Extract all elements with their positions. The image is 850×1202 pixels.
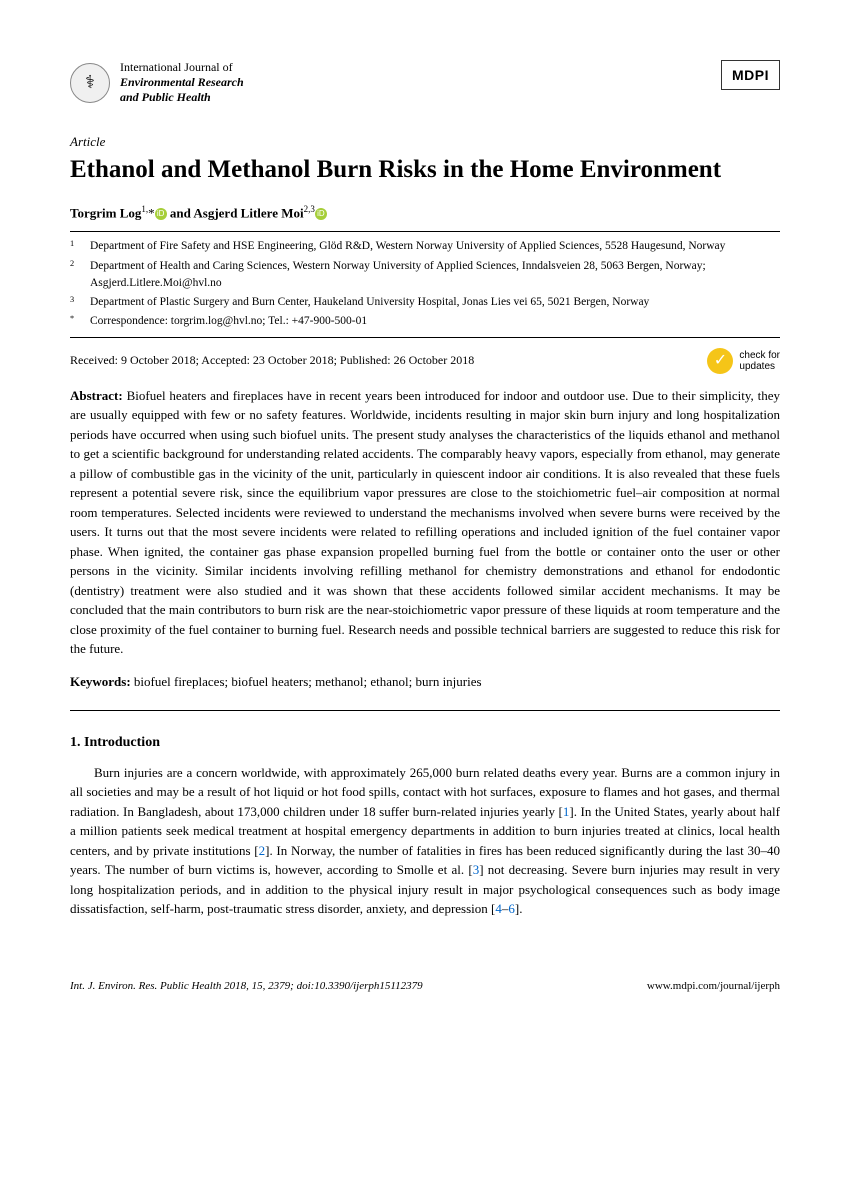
publisher-badge: MDPI bbox=[721, 60, 780, 90]
affiliation-text: Department of Health and Caring Sciences… bbox=[90, 258, 780, 293]
check-for-updates-badge[interactable]: ✓ check for updates bbox=[707, 348, 780, 374]
affiliation-text: Department of Fire Safety and HSE Engine… bbox=[90, 238, 780, 255]
abstract-block: Abstract: Biofuel heaters and fireplaces… bbox=[70, 386, 780, 659]
section-divider bbox=[70, 710, 780, 711]
journal-line3: and Public Health bbox=[120, 90, 244, 105]
journal-block: ⚕ International Journal of Environmental… bbox=[70, 60, 244, 105]
journal-line1: International Journal of bbox=[120, 60, 244, 75]
article-title: Ethanol and Methanol Burn Risks in the H… bbox=[70, 154, 780, 185]
keywords-text: biofuel fireplaces; biofuel heaters; met… bbox=[134, 674, 482, 689]
publication-dates: Received: 9 October 2018; Accepted: 23 O… bbox=[70, 352, 474, 369]
keywords-block: Keywords: biofuel fireplaces; biofuel he… bbox=[70, 673, 780, 692]
affiliation-marker: 1 bbox=[70, 238, 90, 255]
author-2-name: Asgjerd Litlere Moi bbox=[193, 205, 303, 220]
intro-paragraph: Burn injuries are a concern worldwide, w… bbox=[70, 763, 780, 919]
affiliation-marker: 2 bbox=[70, 258, 90, 293]
abstract-text: Biofuel heaters and fireplaces have in r… bbox=[70, 388, 780, 657]
footer-citation: Int. J. Environ. Res. Public Health 2018… bbox=[70, 979, 423, 995]
affiliation-row: 1Department of Fire Safety and HSE Engin… bbox=[70, 238, 780, 255]
abstract-label: Abstract: bbox=[70, 388, 123, 403]
author-1-corr: * bbox=[148, 205, 155, 220]
affiliation-row: *Correspondence: torgrim.log@hvl.no; Tel… bbox=[70, 313, 780, 330]
page-footer: Int. J. Environ. Res. Public Health 2018… bbox=[70, 979, 780, 995]
section-1-heading: 1. Introduction bbox=[70, 733, 780, 753]
author-1-name: Torgrim Log bbox=[70, 205, 141, 220]
article-type: Article bbox=[70, 133, 780, 152]
journal-line2: Environmental Research bbox=[120, 75, 244, 90]
intro-text: ]. bbox=[515, 901, 523, 916]
orcid-icon[interactable]: iD bbox=[155, 208, 167, 220]
header-row: ⚕ International Journal of Environmental… bbox=[70, 60, 780, 105]
journal-logo-icon: ⚕ bbox=[70, 63, 110, 103]
journal-name: International Journal of Environmental R… bbox=[120, 60, 244, 105]
affiliations: 1Department of Fire Safety and HSE Engin… bbox=[70, 231, 780, 330]
affiliation-row: 3Department of Plastic Surgery and Burn … bbox=[70, 294, 780, 311]
check-updates-line2: updates bbox=[739, 361, 780, 372]
dates-row: Received: 9 October 2018; Accepted: 23 O… bbox=[70, 337, 780, 374]
orcid-icon[interactable]: iD bbox=[315, 208, 327, 220]
affiliation-text: Correspondence: torgrim.log@hvl.no; Tel.… bbox=[90, 313, 780, 330]
author-2-sup: 2,3 bbox=[304, 204, 315, 214]
affiliation-row: 2Department of Health and Caring Science… bbox=[70, 258, 780, 293]
check-updates-line1: check for bbox=[739, 350, 780, 361]
keywords-label: Keywords: bbox=[70, 674, 131, 689]
affiliation-marker: 3 bbox=[70, 294, 90, 311]
affiliation-marker: * bbox=[70, 313, 90, 330]
affiliation-text: Department of Plastic Surgery and Burn C… bbox=[90, 294, 780, 311]
check-updates-icon: ✓ bbox=[707, 348, 733, 374]
authors-line: Torgrim Log1,*iD and Asgjerd Litlere Moi… bbox=[70, 203, 780, 223]
author-sep: and bbox=[167, 205, 194, 220]
footer-url[interactable]: www.mdpi.com/journal/ijerph bbox=[647, 979, 780, 995]
